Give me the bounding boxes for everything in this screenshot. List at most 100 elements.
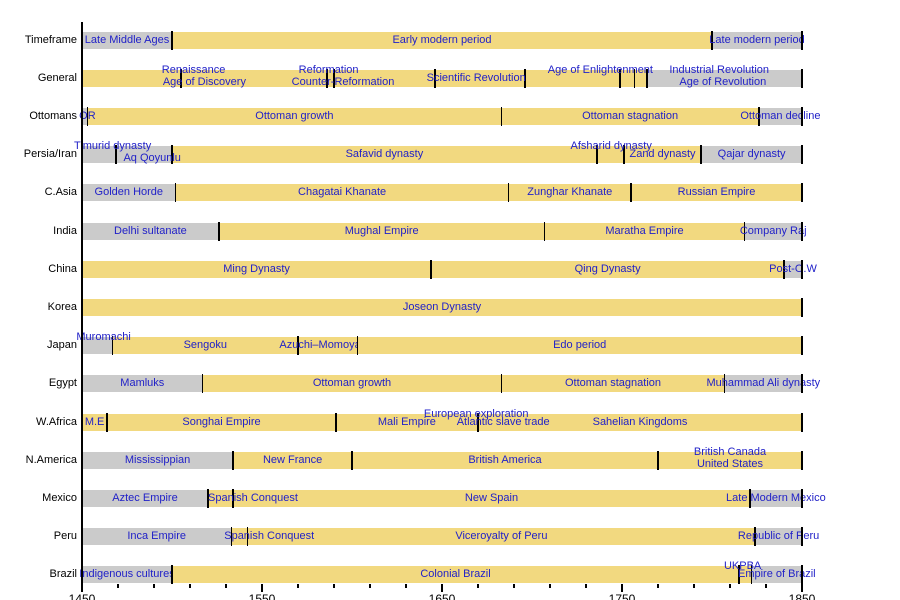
- timeline-segment: [434, 70, 525, 87]
- overlay-label: Timurid dynasty: [73, 140, 152, 152]
- segment-label: Ottoman decline: [740, 110, 821, 122]
- row-label-n-america: N.America: [25, 454, 77, 466]
- timeline-segment: [82, 184, 176, 201]
- timeline-segment: [658, 452, 802, 469]
- segment-label: Ottoman growth: [255, 110, 334, 122]
- timeline-segment: [712, 32, 802, 49]
- segment-boundary-tick: [619, 69, 621, 88]
- segment-boundary-tick: [218, 222, 220, 241]
- overlay-label: Counter-Reformation: [291, 76, 395, 88]
- timeline-segment: [524, 70, 621, 87]
- segment-label: Zand dynasty: [629, 148, 696, 160]
- segment-label: Zunghar Khanate: [527, 186, 613, 198]
- segment-boundary-tick: [801, 565, 803, 584]
- overlay-label: Scientific Revolution: [426, 72, 526, 84]
- timeline-segment: [233, 490, 750, 507]
- timeline-segment: [431, 261, 784, 278]
- axis-minor-tick: [189, 584, 191, 588]
- axis-minor-tick: [477, 584, 479, 588]
- row-label-w-africa: W.Africa: [36, 416, 77, 428]
- timeline-segment: [175, 184, 509, 201]
- segment-label: Golden Horde: [94, 186, 164, 198]
- timeline-segment: [82, 261, 432, 278]
- segment-boundary-tick: [111, 336, 114, 355]
- timeline-segment: [107, 414, 336, 431]
- axis-major-tick: [81, 584, 83, 592]
- timeline-segment: [298, 337, 358, 354]
- timeline-segment: [755, 528, 802, 545]
- timeline-segment: [784, 261, 802, 278]
- axis-tick-label: 1550: [248, 592, 276, 600]
- segment-boundary-tick: [801, 451, 803, 470]
- overlay-label: Spanish Conquest: [208, 492, 298, 504]
- timeline-segment: [82, 375, 203, 392]
- timeline-segment: [739, 566, 752, 583]
- segment-boundary-tick: [801, 107, 803, 126]
- row-label-general: General: [37, 72, 77, 84]
- segment-boundary-tick: [171, 145, 173, 164]
- segment-boundary-tick: [630, 183, 632, 202]
- segment-label: New France: [262, 454, 323, 466]
- segment-boundary-tick: [743, 222, 746, 241]
- timeline-segment: [208, 490, 234, 507]
- segment-boundary-tick: [711, 31, 713, 50]
- axis-major-tick: [801, 584, 803, 592]
- segment-label: Republic of Peru: [737, 530, 820, 542]
- segment-label: Empire of Brazil: [737, 568, 816, 580]
- timeline-segment: [82, 108, 88, 125]
- segment-label: Qajar dynasty: [717, 148, 786, 160]
- timeline-segment: [335, 414, 478, 431]
- axis-major-tick: [621, 584, 623, 592]
- timeline-segment: [501, 108, 759, 125]
- timeline-segment: [231, 528, 248, 545]
- row-label-mexico: Mexico: [42, 492, 77, 504]
- axis-minor-tick: [333, 584, 335, 588]
- row-label-korea: Korea: [47, 301, 77, 313]
- segment-boundary-tick: [507, 183, 510, 202]
- segment-label: New Spain: [464, 492, 519, 504]
- timeline-segment: [701, 146, 802, 163]
- row-label-persia-iran: Persia/Iran: [23, 148, 77, 160]
- timeline-segment: [631, 184, 802, 201]
- timeline-segment: [326, 70, 334, 87]
- row-label-ottomans: Ottomans: [29, 110, 77, 122]
- timeline-segment: [623, 146, 702, 163]
- row-label-japan: Japan: [47, 339, 77, 351]
- segment-boundary-tick: [646, 69, 648, 88]
- axis-minor-tick: [549, 584, 551, 588]
- segment-label: Ottoman growth: [312, 377, 392, 389]
- segment-boundary-tick: [723, 374, 726, 393]
- segment-label: Mughal Empire: [344, 225, 419, 237]
- segment-boundary-tick: [477, 413, 479, 432]
- segment-boundary-tick: [180, 69, 182, 88]
- segment-label: Late Modern Mexico: [726, 492, 826, 504]
- axis-tick-label: 1450: [68, 592, 96, 600]
- segment-label: Ming Dynasty: [223, 263, 290, 275]
- overlay-label: Atlantic slave trade: [456, 416, 550, 428]
- axis-minor-tick: [729, 584, 731, 588]
- timeline-segment: [112, 337, 298, 354]
- timeline-segment: [744, 223, 802, 240]
- axis-minor-tick: [153, 584, 155, 588]
- segment-boundary-tick: [801, 489, 803, 508]
- timeline-segment: [508, 184, 631, 201]
- segment-boundary-tick: [115, 145, 117, 164]
- segment-boundary-tick: [351, 451, 353, 470]
- timeline-segment: [82, 528, 232, 545]
- segment-label: Company Raj: [739, 225, 807, 237]
- timeline-segment: [749, 490, 802, 507]
- segment-label: Mamluks: [120, 377, 165, 389]
- segment-boundary-tick: [500, 374, 503, 393]
- segment-label: Mississippian: [124, 454, 191, 466]
- segment-boundary-tick: [801, 183, 803, 202]
- axis-minor-tick: [585, 584, 587, 588]
- axis-minor-tick: [225, 584, 227, 588]
- timeline-segment: [172, 146, 597, 163]
- segment-boundary-tick: [738, 565, 740, 584]
- axis-minor-tick: [513, 584, 515, 588]
- axis-minor-tick: [693, 584, 695, 588]
- segment-boundary-tick: [633, 69, 636, 88]
- overlay-label: European exploration: [423, 408, 529, 420]
- segment-boundary-tick: [750, 565, 753, 584]
- overlay-label: OR: [79, 110, 96, 122]
